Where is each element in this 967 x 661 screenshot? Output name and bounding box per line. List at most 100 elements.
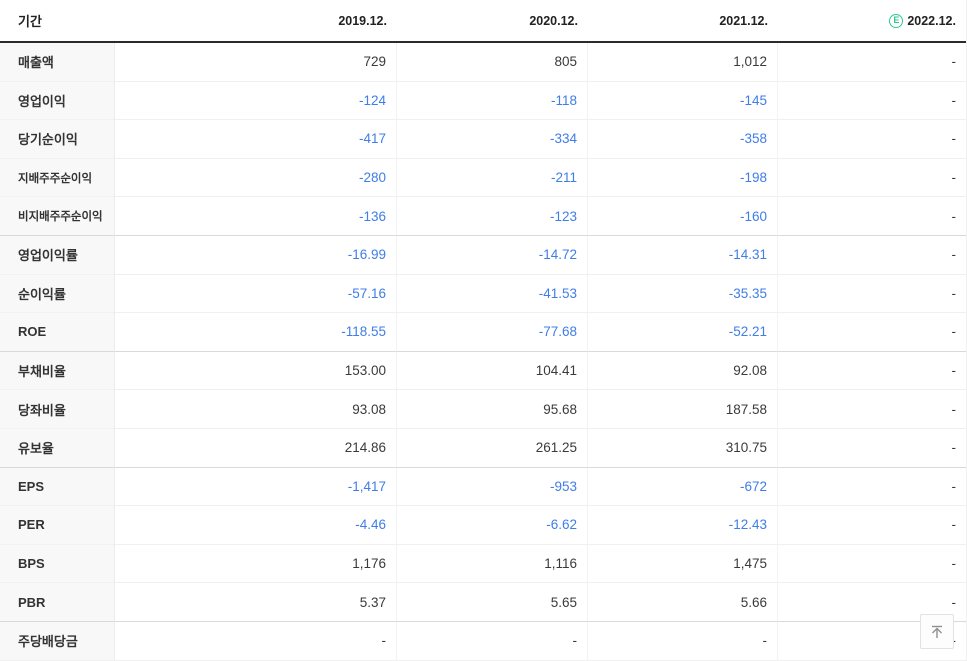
cell-value: - [778, 468, 966, 507]
cell-value: - [778, 352, 966, 391]
cell-value: - [778, 313, 966, 352]
row-label: PER [0, 506, 115, 545]
row-label: EPS [0, 467, 115, 507]
cell-value: -358 [588, 120, 778, 159]
cell-value: -12.43 [588, 506, 778, 545]
cell-value: 1,116 [397, 544, 588, 584]
table-row: PBR 5.37 5.65 5.66- [0, 583, 966, 622]
cell-value: - [778, 390, 966, 429]
table-body: 매출액 729 805 1,012- 영업이익 -124 -118 -145- 당기순이익 -41… [0, 43, 966, 661]
row-label: 지배주주순이익 [0, 158, 115, 198]
cell-value: -35.35 [588, 274, 778, 314]
cell-value: 153.00 [115, 351, 397, 391]
row-label: 영업이익 [0, 81, 115, 121]
cell-value: -198 [588, 158, 778, 198]
table-row: 순이익률 -57.16 -41.53 -35.35- [0, 274, 966, 314]
column-header-label: 2019.12. [338, 13, 387, 28]
table-row: 영업이익률 -16.99 -14.72 -14.31- [0, 235, 966, 275]
column-header-label: 2022.12. [907, 13, 956, 28]
cell-value: 261.25 [397, 428, 588, 468]
cell-value: -953 [397, 467, 588, 507]
cell-value: 1,475 [588, 544, 778, 584]
table-row: PER -4.46 -6.62 -12.43- [0, 506, 966, 545]
scroll-to-top-icon [929, 624, 945, 640]
row-label: 유보율 [0, 428, 115, 468]
row-label: PBR [0, 583, 115, 622]
table-row: 매출액 729 805 1,012- [0, 43, 966, 82]
cell-value: -14.72 [397, 235, 588, 275]
row-label: BPS [0, 544, 115, 584]
cell-value: 5.66 [588, 583, 778, 622]
cell-value: -4.46 [115, 506, 397, 545]
cell-value: -123 [397, 197, 588, 236]
row-label: 당기순이익 [0, 120, 115, 159]
cell-value: - [778, 506, 966, 545]
table-row: 당좌비율 93.08 95.68 187.58- [0, 390, 966, 429]
cell-value: - [778, 583, 966, 622]
row-label: 당좌비율 [0, 390, 115, 429]
estimate-icon: E [889, 13, 904, 28]
table-row: 유보율 214.86 261.25 310.75- [0, 428, 966, 468]
period-header: 기간 [18, 14, 42, 29]
row-label: 비지배주주순이익 [0, 197, 115, 236]
cell-value: -334 [397, 120, 588, 159]
table-row: ROE -118.55 -77.68 -52.21- [0, 313, 966, 352]
cell-value: - [778, 429, 966, 468]
cell-value: -52.21 [588, 313, 778, 352]
cell-value: -145 [588, 81, 778, 121]
column-header: 2021.12. [588, 14, 778, 28]
cell-value: -160 [588, 197, 778, 236]
row-label: 부채비율 [0, 351, 115, 391]
cell-value: 187.58 [588, 390, 778, 429]
table-row: 영업이익 -124 -118 -145- [0, 81, 966, 121]
cell-value: 310.75 [588, 428, 778, 468]
cell-value: 93.08 [115, 390, 397, 429]
cell-value: - [778, 43, 966, 82]
cell-value: 5.65 [397, 583, 588, 622]
column-header: 2019.12. [115, 14, 397, 28]
cell-value: - [778, 236, 966, 275]
cell-value: 729 [115, 43, 397, 82]
cell-value: - [115, 621, 397, 661]
cell-value: - [778, 82, 966, 121]
row-label: 영업이익률 [0, 235, 115, 275]
row-label: 매출액 [0, 43, 115, 82]
cell-value: 1,176 [115, 544, 397, 584]
cell-value: -417 [115, 120, 397, 159]
table-row: 당기순이익 -417 -334 -358- [0, 120, 966, 159]
header-row: 기간 2019.12. 2020.12. 2021.12. E 2022.12. [0, 0, 966, 43]
cell-value: -124 [115, 81, 397, 121]
table-row: 지배주주순이익 -280 -211 -198- [0, 158, 966, 198]
table-row: BPS 1,176 1,116 1,475- [0, 544, 966, 584]
cell-value: 805 [397, 43, 588, 82]
cell-value: - [778, 275, 966, 314]
cell-value: -77.68 [397, 313, 588, 352]
cell-value: -211 [397, 158, 588, 198]
column-header: 2020.12. [397, 14, 588, 28]
cell-value: -57.16 [115, 274, 397, 314]
cell-value: 214.86 [115, 428, 397, 468]
cell-value: - [778, 197, 966, 236]
table-row: 주당배당금---- [0, 621, 966, 661]
cell-value: -41.53 [397, 274, 588, 314]
cell-value: -280 [115, 158, 397, 198]
table-row: EPS -1,417 -953 -672- [0, 467, 966, 507]
cell-value: 95.68 [397, 390, 588, 429]
column-header-label: 2021.12. [719, 13, 768, 28]
scroll-to-top-button[interactable] [920, 614, 954, 649]
cell-value: -14.31 [588, 235, 778, 275]
cell-value: - [778, 120, 966, 159]
column-header-label: 2020.12. [529, 13, 578, 28]
table-row: 부채비율 153.00 104.41 92.08- [0, 351, 966, 391]
cell-value: -136 [115, 197, 397, 236]
cell-value: -672 [588, 467, 778, 507]
cell-value: -118 [397, 81, 588, 121]
cell-value: -6.62 [397, 506, 588, 545]
table-row: 비지배주주순이익 -136 -123 -160- [0, 197, 966, 236]
cell-value: -16.99 [115, 235, 397, 275]
row-label: 주당배당금 [0, 621, 115, 661]
cell-value: 5.37 [115, 583, 397, 622]
cell-value: -118.55 [115, 313, 397, 352]
row-label: 순이익률 [0, 274, 115, 314]
